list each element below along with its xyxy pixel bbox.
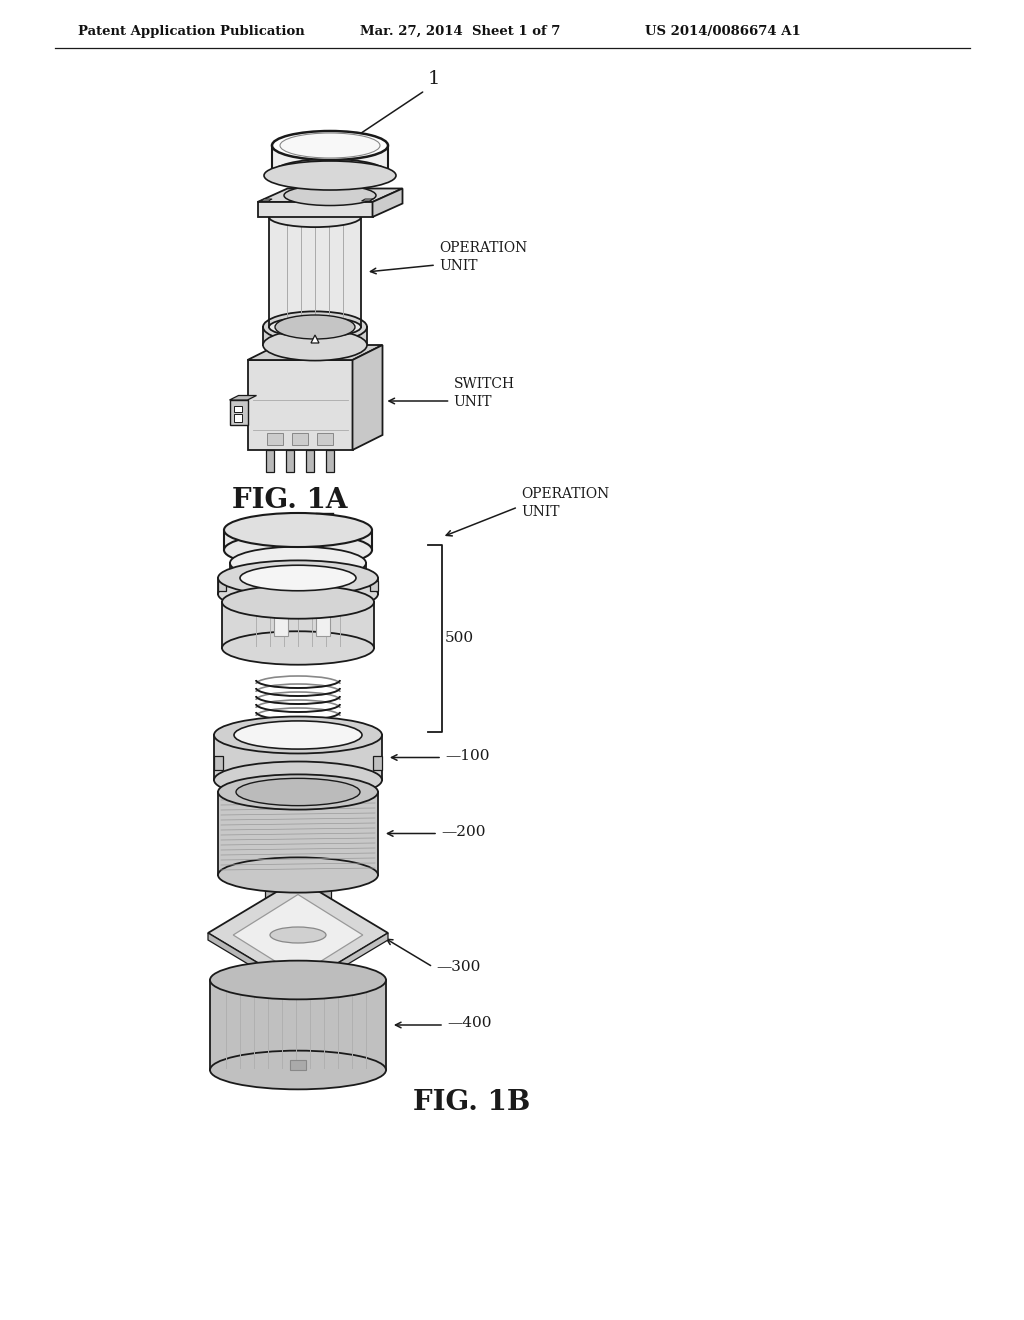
Ellipse shape — [280, 133, 380, 158]
Bar — [286, 450, 294, 473]
Bar — [230, 564, 366, 572]
Text: 1: 1 — [428, 70, 440, 87]
Polygon shape — [260, 199, 272, 201]
Ellipse shape — [218, 775, 378, 809]
Ellipse shape — [222, 585, 374, 619]
Ellipse shape — [263, 312, 367, 343]
Bar — [272, 145, 388, 173]
Text: OPERATION
UNIT: OPERATION UNIT — [439, 240, 527, 273]
Bar — [290, 1060, 306, 1071]
Text: —400: —400 — [447, 1016, 492, 1030]
Ellipse shape — [284, 185, 376, 206]
Bar — [326, 450, 334, 473]
Bar — [233, 407, 242, 412]
Ellipse shape — [210, 961, 386, 999]
Text: 500: 500 — [445, 631, 474, 645]
Text: —100: —100 — [445, 748, 489, 763]
Ellipse shape — [275, 315, 355, 339]
Bar — [218, 578, 378, 594]
Polygon shape — [352, 345, 383, 450]
Polygon shape — [373, 189, 402, 216]
Bar — [373, 756, 382, 770]
Ellipse shape — [234, 721, 362, 748]
Ellipse shape — [214, 717, 382, 754]
Ellipse shape — [230, 546, 366, 579]
Ellipse shape — [270, 927, 326, 942]
Polygon shape — [229, 400, 248, 425]
Polygon shape — [248, 345, 383, 360]
Bar — [283, 875, 293, 899]
Bar — [321, 875, 331, 899]
Bar — [306, 450, 314, 473]
Bar — [316, 614, 330, 636]
Polygon shape — [311, 335, 319, 343]
Polygon shape — [361, 199, 373, 201]
Bar — [266, 450, 274, 473]
Bar — [265, 875, 275, 899]
Bar — [317, 433, 333, 445]
Ellipse shape — [230, 556, 366, 589]
Ellipse shape — [269, 207, 361, 227]
Text: SWITCH
UNIT: SWITCH UNIT — [454, 376, 514, 409]
Text: FIG. 1A: FIG. 1A — [232, 487, 348, 513]
Ellipse shape — [210, 1051, 386, 1089]
Bar — [269, 216, 361, 327]
Polygon shape — [257, 189, 402, 202]
Ellipse shape — [218, 858, 378, 892]
Bar — [263, 327, 367, 345]
Bar — [274, 614, 288, 636]
Text: FIG. 1B: FIG. 1B — [413, 1089, 530, 1115]
Ellipse shape — [269, 317, 361, 337]
Polygon shape — [208, 879, 388, 987]
Polygon shape — [229, 396, 256, 400]
Ellipse shape — [272, 158, 388, 187]
Bar — [224, 531, 372, 550]
Ellipse shape — [214, 762, 382, 799]
Bar — [292, 433, 308, 445]
Ellipse shape — [222, 631, 374, 665]
Ellipse shape — [236, 779, 360, 805]
Bar — [214, 756, 223, 770]
Bar — [218, 792, 378, 875]
Bar — [218, 581, 226, 591]
Ellipse shape — [218, 561, 378, 595]
Text: Mar. 27, 2014  Sheet 1 of 7: Mar. 27, 2014 Sheet 1 of 7 — [360, 25, 560, 38]
Ellipse shape — [264, 161, 396, 190]
Ellipse shape — [263, 330, 367, 360]
Bar — [214, 735, 382, 780]
Ellipse shape — [272, 131, 388, 160]
Bar — [233, 414, 242, 422]
Text: OPERATION
UNIT: OPERATION UNIT — [521, 487, 609, 519]
Bar — [303, 875, 313, 899]
Ellipse shape — [224, 533, 372, 568]
Text: US 2014/0086674 A1: US 2014/0086674 A1 — [645, 25, 801, 38]
Polygon shape — [298, 933, 388, 994]
Polygon shape — [248, 360, 352, 450]
Bar — [267, 433, 283, 445]
Polygon shape — [257, 202, 373, 216]
Text: —300: —300 — [436, 960, 480, 974]
Bar — [370, 581, 378, 591]
Bar — [222, 602, 374, 648]
Bar — [210, 979, 386, 1071]
Text: —200: —200 — [441, 825, 485, 838]
Text: Patent Application Publication: Patent Application Publication — [78, 25, 305, 38]
Polygon shape — [233, 895, 362, 975]
Ellipse shape — [224, 513, 372, 546]
Polygon shape — [208, 933, 298, 994]
Ellipse shape — [218, 577, 378, 611]
Ellipse shape — [240, 565, 356, 591]
